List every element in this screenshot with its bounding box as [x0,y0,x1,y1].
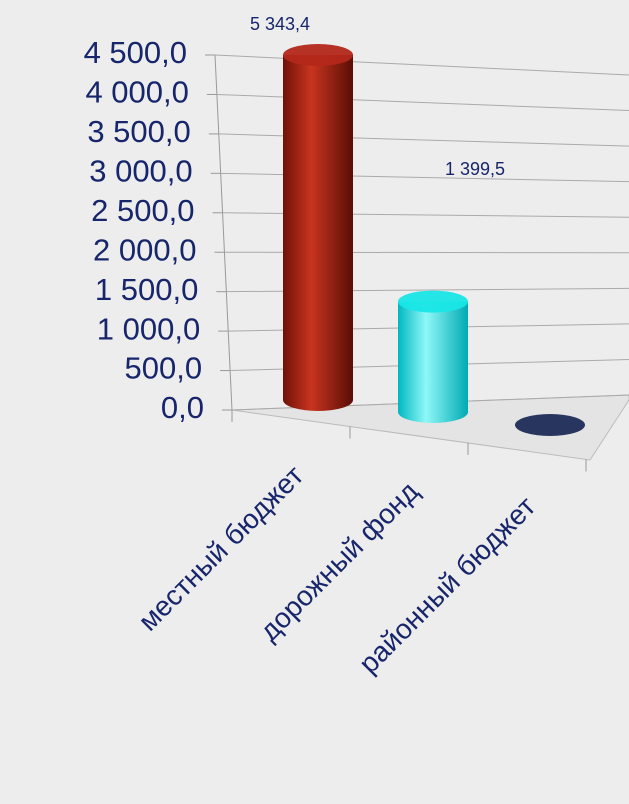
y-tick-label: 1 000,0 [97,311,200,346]
y-tick-label: 4 500,0 [84,35,187,70]
y-tick-label: 4 000,0 [85,75,188,110]
value-label: 1 399,5 [445,159,505,179]
value-label: 5 343,4 [250,14,310,34]
bar-part [398,301,468,423]
grid-line [220,172,629,183]
y-tick-label: 2 000,0 [93,232,196,267]
bar [283,44,353,411]
grid-line [218,133,629,147]
y-tick-label: 500,0 [125,351,203,386]
bar-part [515,414,585,436]
y-axis [214,54,233,411]
y-tick-label: 2 500,0 [91,193,194,228]
grid-line [216,93,629,112]
bar [515,414,585,436]
grid-line [214,54,629,76]
y-tick-label: 3 500,0 [87,114,190,149]
bar-part [283,55,353,411]
bar [398,290,468,423]
y-tick-label: 1 500,0 [95,272,198,307]
bar-part [398,290,468,313]
y-tick-label: 0,0 [161,390,204,425]
bar-part [283,44,353,66]
y-tick-label: 3 000,0 [89,154,192,189]
